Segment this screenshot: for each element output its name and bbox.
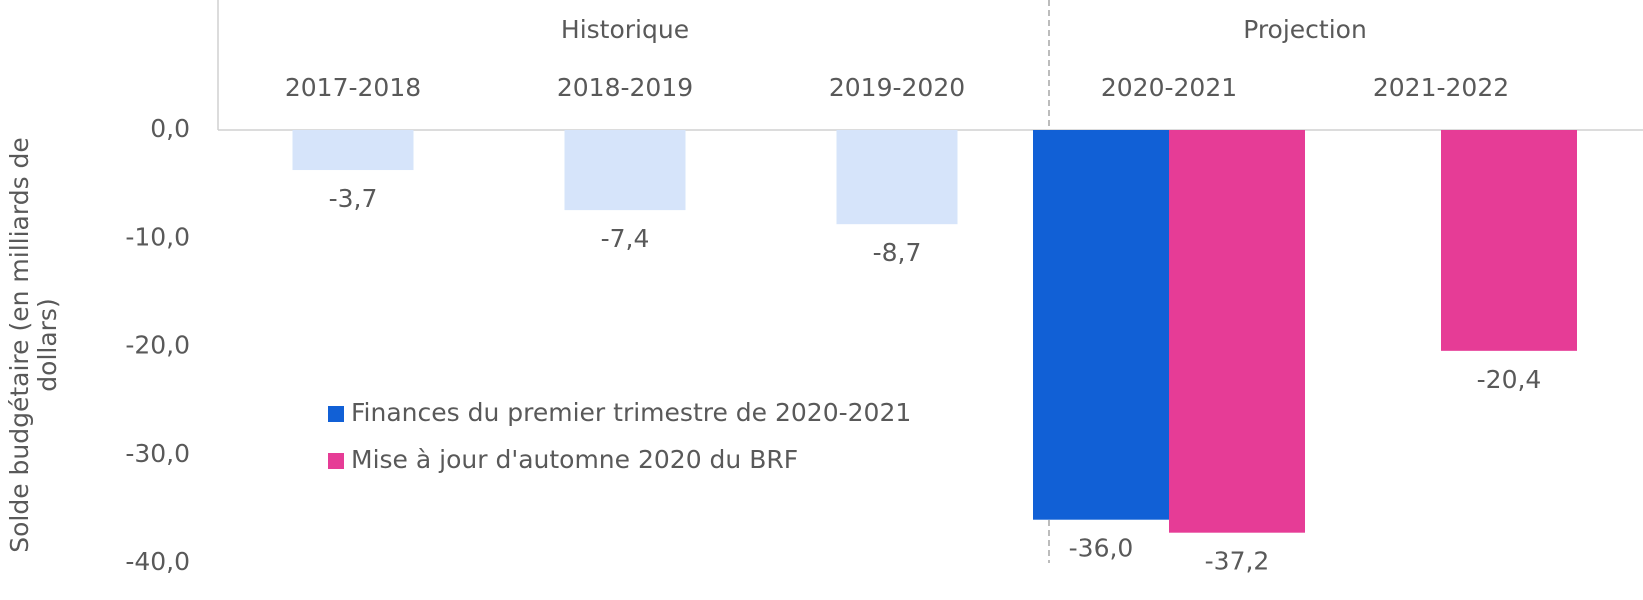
y-tick-label: -40,0 [125, 547, 190, 576]
group-label: Projection [1243, 15, 1367, 44]
legend-swatch [328, 453, 344, 469]
x-tick-label: 2017-2018 [285, 73, 421, 102]
bar [1169, 130, 1305, 533]
x-tick-label: 2019-2020 [829, 73, 965, 102]
value-label: -8,7 [873, 238, 922, 267]
group-label: Historique [561, 15, 689, 44]
x-tick-label: 2021-2022 [1373, 73, 1509, 102]
bar [836, 130, 958, 225]
legend-label: Mise à jour d'automne 2020 du BRF [351, 445, 798, 474]
y-tick-label: -30,0 [125, 439, 190, 468]
value-label: -37,2 [1205, 547, 1270, 576]
y-label-line: dollars) [33, 298, 62, 391]
legend-swatch [328, 406, 344, 422]
y-axis-label: Solde budgétaire (en milliards dedollars… [5, 137, 62, 553]
bar [564, 130, 686, 211]
value-label: -7,4 [601, 224, 650, 253]
bar [1033, 130, 1169, 520]
bar [292, 130, 414, 171]
value-label: -20,4 [1477, 365, 1542, 394]
bar [1441, 130, 1577, 351]
y-tick-label: -10,0 [125, 222, 190, 251]
legend-label: Finances du premier trimestre de 2020-20… [351, 398, 911, 427]
value-label: -3,7 [329, 184, 378, 213]
x-tick-label: 2018-2019 [557, 73, 693, 102]
y-tick-label: 0,0 [150, 114, 190, 143]
y-label-line: Solde budgétaire (en milliards de [5, 137, 34, 553]
x-tick-label: 2020-2021 [1101, 73, 1237, 102]
value-label: -36,0 [1069, 534, 1134, 563]
y-tick-label: -20,0 [125, 331, 190, 360]
